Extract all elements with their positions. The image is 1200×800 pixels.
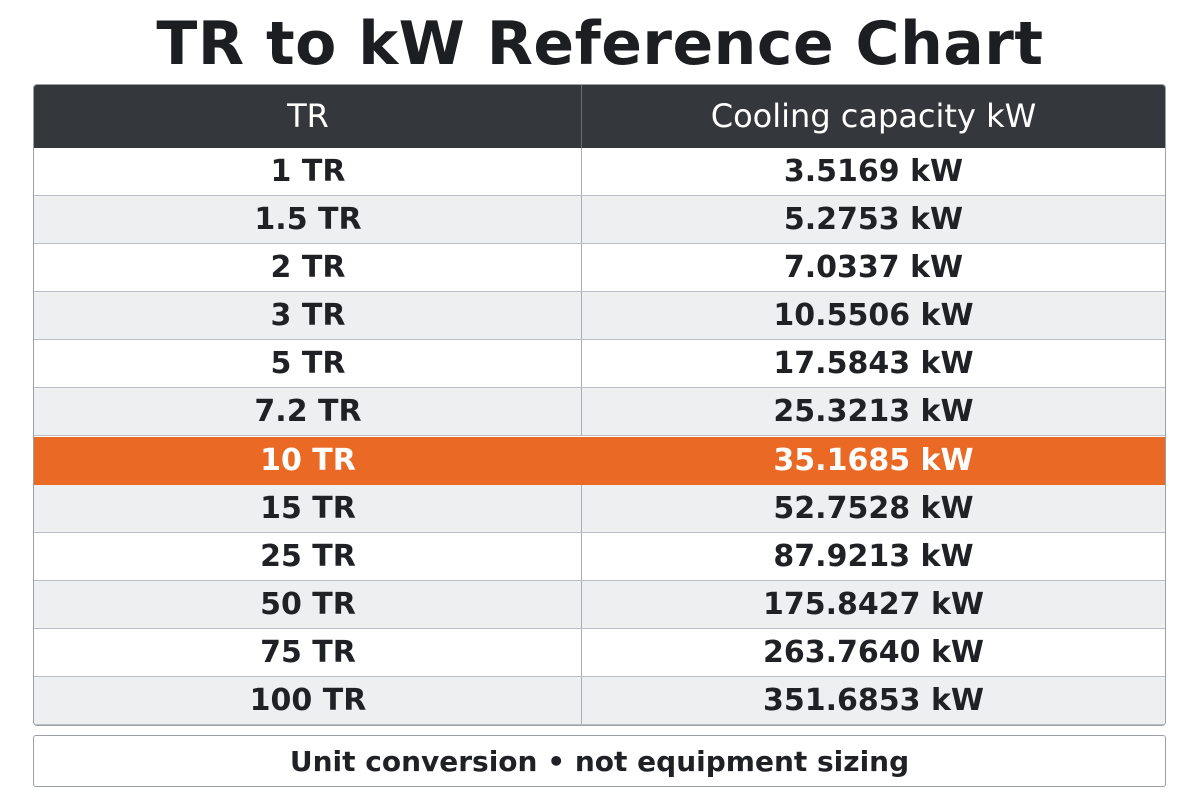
- header-tr: TR: [287, 97, 329, 135]
- tr-cell: 3 TR: [270, 298, 346, 334]
- column-divider: [581, 388, 582, 436]
- kw-cell: 35.1685 kW: [773, 442, 974, 478]
- tr-cell: 1.5 TR: [254, 202, 362, 238]
- tr-cell: 25 TR: [260, 538, 356, 574]
- kw-cell: 87.9213 kW: [773, 538, 974, 574]
- table-row: 25 TR 87.9213 kW: [34, 532, 1165, 581]
- column-divider: [581, 676, 582, 724]
- table-row: 5 TR 17.5843 kW: [34, 340, 1165, 389]
- kw-cell: 5.2753 kW: [783, 202, 964, 238]
- column-divider: [581, 292, 582, 340]
- column-divider: [581, 340, 582, 388]
- chart-title: TR to kW Reference Chart: [156, 9, 1044, 79]
- kw-cell: 351.6853 kW: [762, 682, 984, 718]
- column-divider: [581, 628, 582, 676]
- tr-cell: 2 TR: [270, 250, 346, 286]
- column-divider: [581, 244, 582, 292]
- table-row: 3 TR 10.5506 kW: [34, 292, 1165, 341]
- tr-cell: 50 TR: [260, 586, 356, 622]
- kw-cell: 3.5169 kW: [783, 154, 964, 190]
- kw-cell: 175.8427 kW: [762, 586, 984, 622]
- table-row: 1 TR 3.5169 kW: [34, 148, 1165, 197]
- kw-cell: 52.7528 kW: [773, 490, 974, 526]
- kw-cell: 10.5506 kW: [773, 298, 974, 334]
- tr-cell: 1 TR: [270, 154, 346, 190]
- table-row: 100 TR 351.6853 kW: [34, 676, 1165, 725]
- tr-cell: 100 TR: [249, 682, 367, 718]
- header-divider: [581, 85, 582, 148]
- column-divider: [581, 436, 582, 484]
- tr-cell: 7.2 TR: [254, 394, 362, 430]
- kw-cell: 7.0337 kW: [783, 250, 964, 286]
- header-kw: Cooling capacity kW: [710, 97, 1037, 135]
- kw-cell: 25.3213 kW: [773, 394, 974, 430]
- table-row: 75 TR 263.7640 kW: [34, 628, 1165, 677]
- column-divider: [581, 532, 582, 580]
- table-row-highlighted: 10 TR 35.1685 kW: [34, 436, 1165, 485]
- table-row: 15 TR 52.7528 kW: [34, 484, 1165, 533]
- table-header: TR Cooling capacity kW: [34, 85, 1165, 148]
- column-divider: [581, 580, 582, 628]
- tr-cell: 10 TR: [260, 442, 356, 478]
- tr-cell: 75 TR: [260, 634, 356, 670]
- table-row: 50 TR 175.8427 kW: [34, 580, 1165, 629]
- table-row: 2 TR 7.0337 kW: [34, 244, 1165, 293]
- column-divider: [581, 196, 582, 244]
- column-divider: [581, 484, 582, 532]
- kw-cell: 17.5843 kW: [773, 346, 974, 382]
- table-row: 1.5 TR 5.2753 kW: [34, 196, 1165, 245]
- tr-cell: 5 TR: [270, 346, 346, 382]
- table-row: 7.2 TR 25.3213 kW: [34, 388, 1165, 437]
- tr-cell: 15 TR: [260, 490, 356, 526]
- column-divider: [581, 148, 582, 196]
- kw-cell: 263.7640 kW: [762, 634, 984, 670]
- footnote: Unit conversion • not equipment sizing: [33, 735, 1166, 787]
- reference-table: TR Cooling capacity kW 1 TR 3.5169 kW 1.5 …: [33, 84, 1166, 726]
